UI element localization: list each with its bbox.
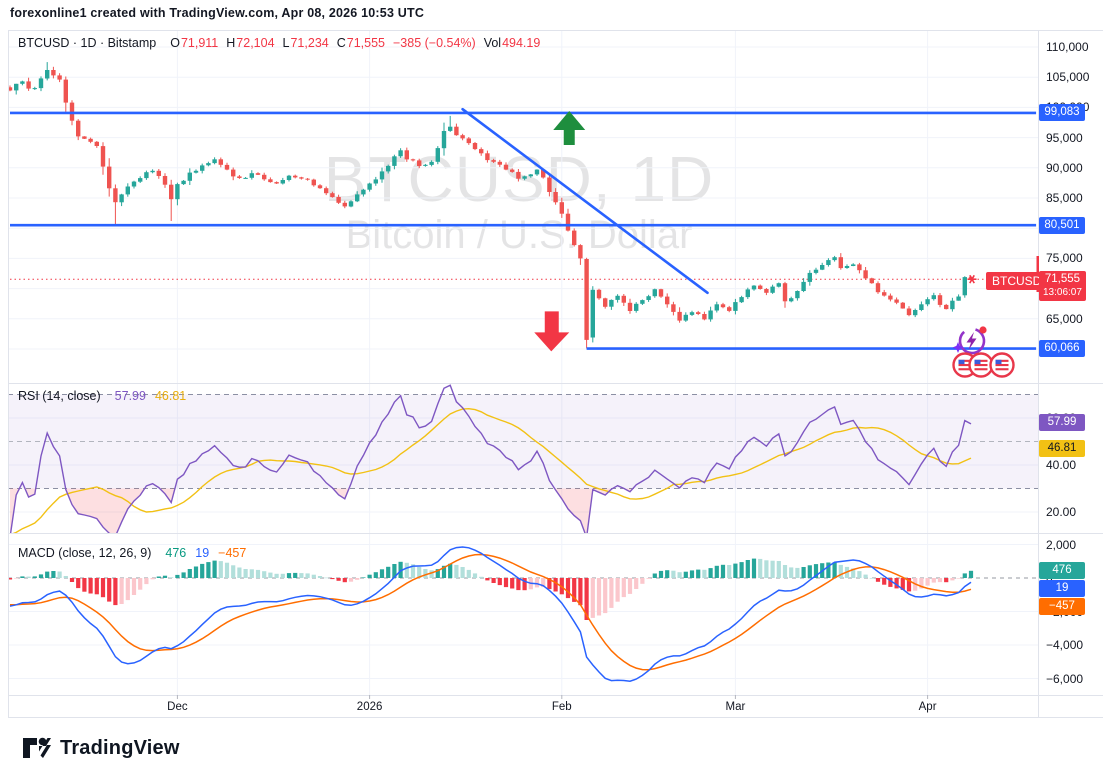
ohlc-item: −385 (−0.54%) <box>393 36 476 50</box>
ohlc-value: 71,234 <box>290 36 329 50</box>
macd-legend[interactable]: MACD (close, 12, 26, 9) 476 19 −457 <box>18 546 246 560</box>
rsi-tick-label: 40.00 <box>1046 458 1077 472</box>
trendline[interactable] <box>461 107 709 295</box>
ohlc-item: C71,555 <box>337 36 385 50</box>
ai-lightning-icon[interactable] <box>950 322 992 358</box>
price-tick-label: 75,000 <box>1046 251 1083 266</box>
price-tick-label: 85,000 <box>1046 190 1083 205</box>
rsi-ma-value: 46.81 <box>154 389 187 403</box>
price-tick-label: 90,000 <box>1046 160 1083 175</box>
macd-tick-label: −4,000 <box>1046 638 1084 652</box>
level-price-badge: 99,083 <box>1039 104 1085 122</box>
macd-tick-label: 2,000 <box>1046 537 1077 552</box>
sparkle <box>952 342 964 353</box>
coin <box>989 352 1015 378</box>
up-arrow[interactable] <box>553 111 586 146</box>
rsi-pane[interactable] <box>8 384 1038 537</box>
main-legend[interactable]: BTCUSD · 1D · Bitstamp O71,911 H72,104 L71… <box>18 36 540 50</box>
ohlc-item: H72,104 <box>226 36 274 50</box>
macd-value-badge: 19 <box>1039 579 1085 597</box>
tradingview-logo-mark <box>23 737 51 758</box>
chart-canvas[interactable] <box>8 30 1103 718</box>
ohlc-item: L71,234 <box>283 36 329 50</box>
ohlc-label: O <box>170 36 180 50</box>
macd-pane[interactable] <box>8 546 1038 682</box>
tradingview-logo[interactable]: TradingView <box>22 736 180 760</box>
level-price-badge: 60,066 <box>1039 340 1085 358</box>
macd-line-value: 19 <box>195 546 210 560</box>
price-tick-label: 95,000 <box>1046 130 1083 145</box>
down-arrow[interactable] <box>534 311 570 352</box>
main-pane[interactable] <box>8 62 1037 352</box>
rsi-value-badge: 46.81 <box>1039 440 1085 458</box>
ohlc-label: L <box>282 36 290 50</box>
macd-signal-line <box>10 553 972 671</box>
ohlc-value: 71,555 <box>346 36 385 50</box>
ohlc-label: Vol <box>483 36 502 50</box>
rsi-title[interactable]: RSI (14, close) <box>18 389 101 403</box>
ohlc-label: H <box>226 36 236 50</box>
macd-hist-value: 476 <box>165 546 187 560</box>
macd-tick-label: −6,000 <box>1046 671 1084 686</box>
level-price-badge: 80,501 <box>1039 216 1085 234</box>
ohlc-value: 72,104 <box>236 36 275 50</box>
ohlc-value: 494.19 <box>502 36 541 50</box>
ohlc-value: 71,911 <box>180 36 219 50</box>
tradingview-logo-text: TradingView <box>60 736 180 759</box>
macd-line <box>9 546 972 682</box>
ohlc-item: O71,911 <box>170 36 218 50</box>
ohlc-label: C <box>336 36 346 50</box>
rsi-ma-line <box>12 407 972 533</box>
ohlc-item: Vol494.19 <box>484 36 541 50</box>
coin <box>968 352 994 378</box>
rsi-tick-label: 20.00 <box>1046 505 1077 519</box>
symbol-price-chip[interactable]: BTCUSD <box>986 272 1048 290</box>
time-axis-label[interactable]: Feb <box>551 701 572 713</box>
macd-value-badge: −457 <box>1039 597 1085 615</box>
rsi-legend[interactable]: RSI (14, close) 57.99 46.81 <box>18 389 186 403</box>
time-axis-label[interactable]: Dec <box>167 701 188 713</box>
macd-title[interactable]: MACD (close, 12, 26, 9) <box>18 546 152 560</box>
rsi-value: 57.99 <box>114 389 146 403</box>
red-dot <box>979 326 987 334</box>
price-badge-time: 13:06:07 <box>1043 287 1082 299</box>
price-tick-label: 65,000 <box>1046 311 1083 326</box>
time-axis-label[interactable]: Apr <box>918 701 937 713</box>
rsi-line <box>9 384 972 533</box>
price-tick-label: 110,000 <box>1046 40 1089 54</box>
rsi-value-badge: 57.99 <box>1039 414 1085 432</box>
ohlc-value: −385 (−0.54%) <box>392 36 476 50</box>
time-axis-label[interactable]: 2026 <box>356 701 383 713</box>
macd-signal-value: −457 <box>218 546 247 560</box>
macd-value-badge: 476 <box>1039 561 1085 579</box>
ohlc-values: O71,911 H72,104 L71,234 C71,555 −385 (−0.54%… <box>170 36 540 50</box>
time-axis-label[interactable]: Mar <box>725 701 746 713</box>
lightning-bolt <box>966 332 977 350</box>
last-price-badge: 71,555 13:06:07 <box>1039 271 1086 302</box>
flag-coins-icon[interactable] <box>951 350 1017 380</box>
price-tick-label: 105,000 <box>1046 70 1090 85</box>
page-title: forexonline1 created with TradingView.co… <box>10 6 425 20</box>
symbol-title[interactable]: BTCUSD · 1D · Bitstamp <box>18 36 157 50</box>
